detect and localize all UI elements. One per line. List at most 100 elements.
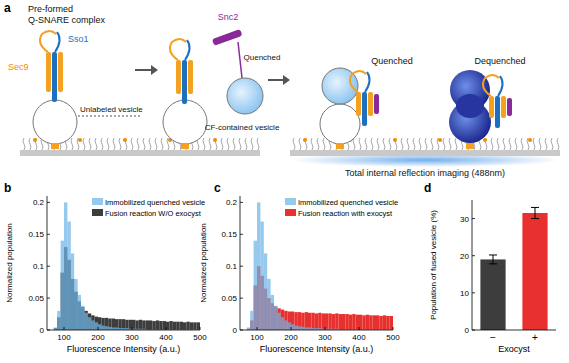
x-tick: [200, 327, 201, 330]
peg-brush: [245, 138, 247, 150]
label: Quenched: [371, 56, 413, 66]
peg-brush: [107, 138, 109, 150]
hist-bar: [67, 222, 70, 330]
peg-brush: [551, 138, 553, 150]
peg-brush: [503, 138, 505, 150]
error-line: [535, 207, 536, 218]
hist-bar: [146, 320, 149, 330]
hist-bar: [173, 322, 176, 330]
hist-bar: [139, 320, 142, 330]
hist-bar: [108, 319, 111, 330]
error-bar: [489, 255, 497, 264]
arrow-head: [283, 75, 290, 85]
cf-vesicle: [227, 78, 263, 114]
hist-bar: [277, 308, 280, 330]
hist-bar: [284, 320, 287, 330]
hist-bar: [197, 322, 200, 330]
panel-label: d: [424, 181, 431, 195]
peg-brush: [239, 138, 241, 150]
biotin: [78, 138, 82, 142]
peg-brush: [83, 138, 85, 150]
peg-brush: [143, 138, 145, 150]
y-tick: [472, 330, 475, 331]
peg-brush: [407, 138, 409, 150]
y-tick-label: 0: [233, 326, 238, 335]
x-tick: [257, 327, 258, 330]
arrow-head: [151, 65, 158, 75]
hist-bar: [342, 314, 345, 330]
hist-bar: [95, 317, 98, 330]
hist-bar: [339, 314, 342, 330]
unlabeled-vesicle: [163, 100, 207, 144]
hist-bar: [294, 312, 297, 330]
biotin: [303, 138, 307, 142]
hist-bar: [118, 319, 121, 330]
x-tick-label: 300: [125, 333, 139, 342]
hist-bar: [386, 316, 389, 330]
hist-bar: [125, 320, 128, 330]
hist-bar: [186, 322, 189, 330]
surface: [290, 150, 560, 156]
error-cap: [489, 263, 497, 264]
unlabeled-vesicle: [33, 100, 77, 144]
x-axis: [472, 330, 556, 331]
hist-bar: [305, 312, 308, 330]
hist-bar: [311, 313, 314, 330]
biotin: [33, 138, 37, 142]
x-tick: [98, 327, 99, 330]
y-tick: [47, 234, 50, 235]
peg-brush: [443, 138, 445, 150]
hist-bar: [335, 313, 338, 330]
peg-brush: [455, 138, 457, 150]
y-tick: [472, 255, 475, 256]
hist-bar: [274, 306, 277, 330]
x-axis-title: Fluorescence Intensity (a.u.): [67, 344, 181, 354]
hist-bar: [129, 320, 132, 330]
x-tick: [291, 327, 292, 330]
error-cap: [489, 254, 497, 255]
panel-label: a: [4, 1, 11, 15]
hist-bar: [112, 319, 115, 330]
peg-brush: [371, 138, 373, 150]
x-tick-label: 500: [386, 333, 400, 342]
peg-brush: [317, 138, 319, 150]
sec9-helix: [356, 92, 361, 116]
hist-bar: [163, 321, 166, 330]
x-tick-label: 100: [57, 333, 71, 342]
biotin: [213, 138, 217, 142]
hist-bar: [84, 313, 87, 330]
hist-bar: [274, 306, 277, 330]
panel-label: b: [4, 181, 11, 195]
error-cap: [531, 218, 539, 219]
hist-bar: [294, 326, 297, 330]
legend-label: Fusion reaction with exocyst: [298, 209, 393, 218]
biotin: [483, 138, 487, 142]
label: Total internal reflection imaging (488nm…: [345, 168, 505, 178]
docked-vesicle: [320, 104, 360, 144]
x-axis: [47, 330, 200, 331]
sec9-linker: [40, 31, 56, 52]
y-tick: [240, 330, 243, 331]
y-tick-label: 20: [460, 252, 469, 261]
error-line: [493, 255, 494, 264]
hist-bar: [240, 330, 243, 331]
legend-swatch: [285, 198, 296, 205]
peg-brush: [101, 138, 103, 150]
peg-brush: [119, 138, 121, 150]
hist-bar: [105, 326, 108, 330]
hist-bar: [345, 314, 348, 330]
x-tick-label: +: [532, 332, 538, 343]
y-tick: [472, 218, 475, 219]
hist-bar: [101, 326, 104, 330]
sec9-linker: [350, 71, 366, 92]
hist-bar: [288, 311, 291, 330]
label: Sso1: [68, 34, 89, 44]
y-axis-title: Normalized population: [5, 223, 14, 303]
hist-bar: [159, 321, 162, 330]
sec9-linker: [483, 75, 499, 96]
x-tick: [166, 327, 167, 330]
y-axis: [47, 196, 48, 330]
peg-brush: [521, 138, 523, 150]
hist-bar: [379, 316, 382, 330]
hist-bar: [288, 322, 291, 330]
